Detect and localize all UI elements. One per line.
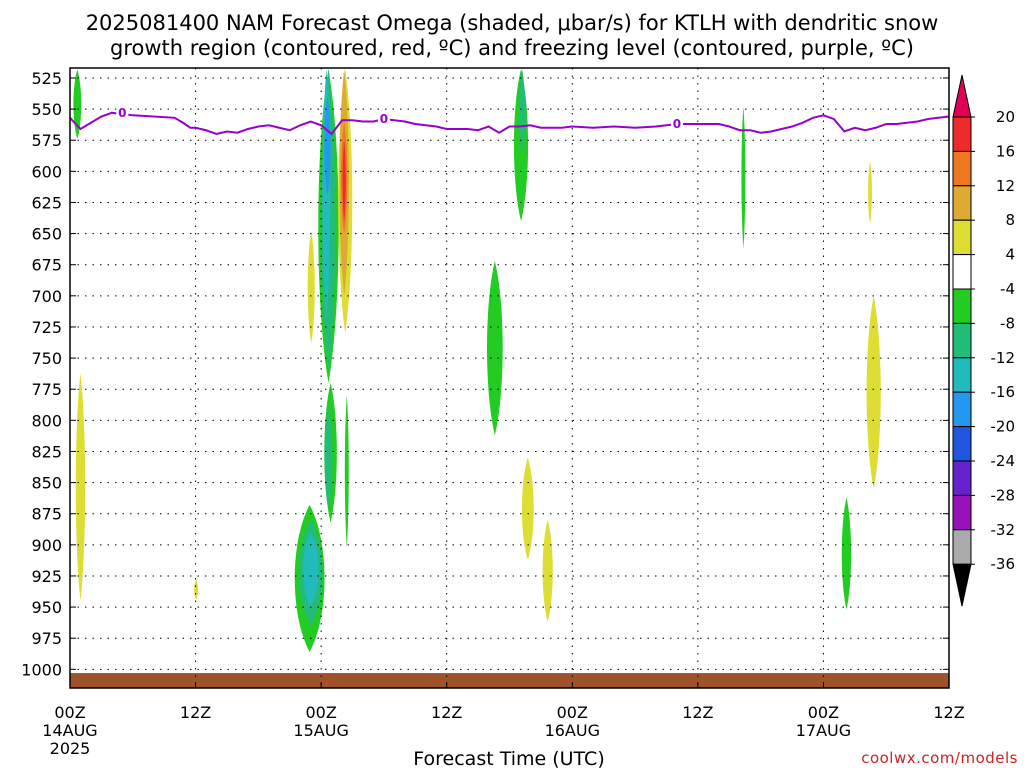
colorbar-label-8: -16 [991,383,1016,401]
colorbar-label-9: -20 [991,418,1016,436]
ground-band [70,673,949,688]
y-tick-label-675: 675 [31,256,62,275]
y-tick-label-625: 625 [31,193,62,212]
freezing-level-label-bg-2 [670,116,683,133]
x-tick-label-60: 12Z [682,703,713,722]
omega-region-23 [741,106,746,249]
y-tick-label-875: 875 [31,505,62,524]
omega-region-17 [344,395,349,548]
colorbar-segment-4 [952,219,972,256]
x-tick-date-24: 15AUG [293,721,348,740]
chart-title-line1: 2025081400 NAM Forecast Omega (shaded, μ… [86,11,939,35]
y-axis: 525 550 575 600 625 650 675 700 725 750 775 800 825 8… [21,69,949,679]
colorbar-label-12: -32 [991,521,1016,539]
y-tick-label-750: 750 [31,349,62,368]
colorbar-segment-7 [952,322,972,359]
y-tick-label-525: 525 [31,69,62,88]
x-tick-label-12: 12Z [180,703,211,722]
x-tick-date-48: 16AUG [545,721,600,740]
colorbar-segment-12 [952,494,972,531]
freezing-level-label-bg-0 [116,104,129,121]
colorbar-label-4: 4 [1005,246,1015,264]
colorbar-label-11: -28 [991,486,1016,504]
x-tick-date-0: 14AUG [42,721,97,740]
colorbar-segment-13 [952,529,972,565]
colorbar-label-10: -24 [991,452,1016,470]
omega-region-16 [342,140,346,222]
y-tick-label-575: 575 [31,131,62,150]
y-tick-label-900: 900 [31,536,62,555]
x-tick-label-24: 00Z [305,703,336,722]
y-tick-label-800: 800 [31,411,62,430]
x-tick-label-36: 12Z [431,703,462,722]
colorbar-segment-8 [952,357,972,393]
colorbar-top-triangle [952,74,972,118]
omega-region-19 [521,457,534,560]
freezing-level-label-0: 0 [118,106,126,120]
y-tick-label-950: 950 [31,598,62,617]
colorbar-label-3: 8 [1005,211,1015,229]
freezing-level-line [70,111,949,136]
y-tick-label-650: 650 [31,225,62,244]
colorbar-label-6: -8 [1000,314,1015,332]
colorbar-bottom-triangle [952,563,972,607]
colorbar-segment-11 [952,460,972,496]
colorbar-segment-1 [952,116,972,152]
omega-region-24 [841,497,852,610]
x-tick-label-84: 12Z [933,703,964,722]
colorbar-label-1: 16 [996,142,1015,160]
y-tick-label-550: 550 [31,100,62,119]
omega-region-6 [307,231,315,344]
plot-grid [70,68,949,688]
colorbar: 20 16 12 8 4 -4 -8 -12 -16 -20 -24 -28 -32 -36 [952,74,1016,607]
y-tick-label-1000: 1000 [21,660,62,679]
omega-region-18 [487,260,503,436]
colorbar-segment-5 [952,254,972,290]
y-tick-label-775: 775 [31,380,62,399]
colorbar-segment-10 [952,426,972,462]
plot-frame [69,67,950,689]
y-tick-label-600: 600 [31,162,62,181]
y-tick-label-925: 925 [31,567,62,586]
freezing-level-label-bg-1 [377,111,390,128]
freezing-level-label-1: 0 [380,112,388,126]
colorbar-label-7: -12 [991,349,1016,367]
omega-shading [73,69,881,652]
y-tick-label-700: 700 [31,287,62,306]
y-tick-label-825: 825 [31,442,62,461]
x-axis-label: Forecast Time (UTC) [413,748,604,768]
colorbar-segment-2 [952,150,972,187]
x-tick-label-0: 00Z [54,703,85,722]
colorbar-segment-9 [952,391,972,428]
omega-region-22 [518,69,526,153]
colorbar-segment-3 [952,185,972,221]
x-tick-year-0: 2025 [50,739,91,758]
omega-region-0 [73,69,82,139]
watermark: coolwx.com/models [861,749,1018,767]
omega-region-12 [324,407,333,508]
omega-region-20 [542,519,553,623]
omega-region-26 [866,295,881,489]
x-tick-label-72: 00Z [808,703,839,722]
y-tick-label-975: 975 [31,629,62,648]
omega-region-1 [75,373,86,601]
colorbar-segment-6 [952,288,972,324]
colorbar-label-13: -36 [991,555,1016,573]
omega-region-2 [194,579,199,600]
x-tick-date-72: 17AUG [796,721,851,740]
ground-surface [70,673,949,688]
x-tick-label-48: 00Z [557,703,588,722]
colorbar-label-5: -4 [1000,280,1015,298]
omega-region-5 [302,532,319,608]
freezing-level-contour: 0 0 0 [70,104,949,136]
freezing-level-label-2: 0 [673,117,681,131]
colorbar-label-2: 12 [996,177,1015,195]
y-tick-label-725: 725 [31,318,62,337]
chart-title-line2: growth region (contoured, red, ºC) and f… [110,36,914,60]
y-tick-label-850: 850 [31,474,62,493]
omega-region-25 [868,161,872,224]
colorbar-label-0: 20 [996,108,1015,126]
